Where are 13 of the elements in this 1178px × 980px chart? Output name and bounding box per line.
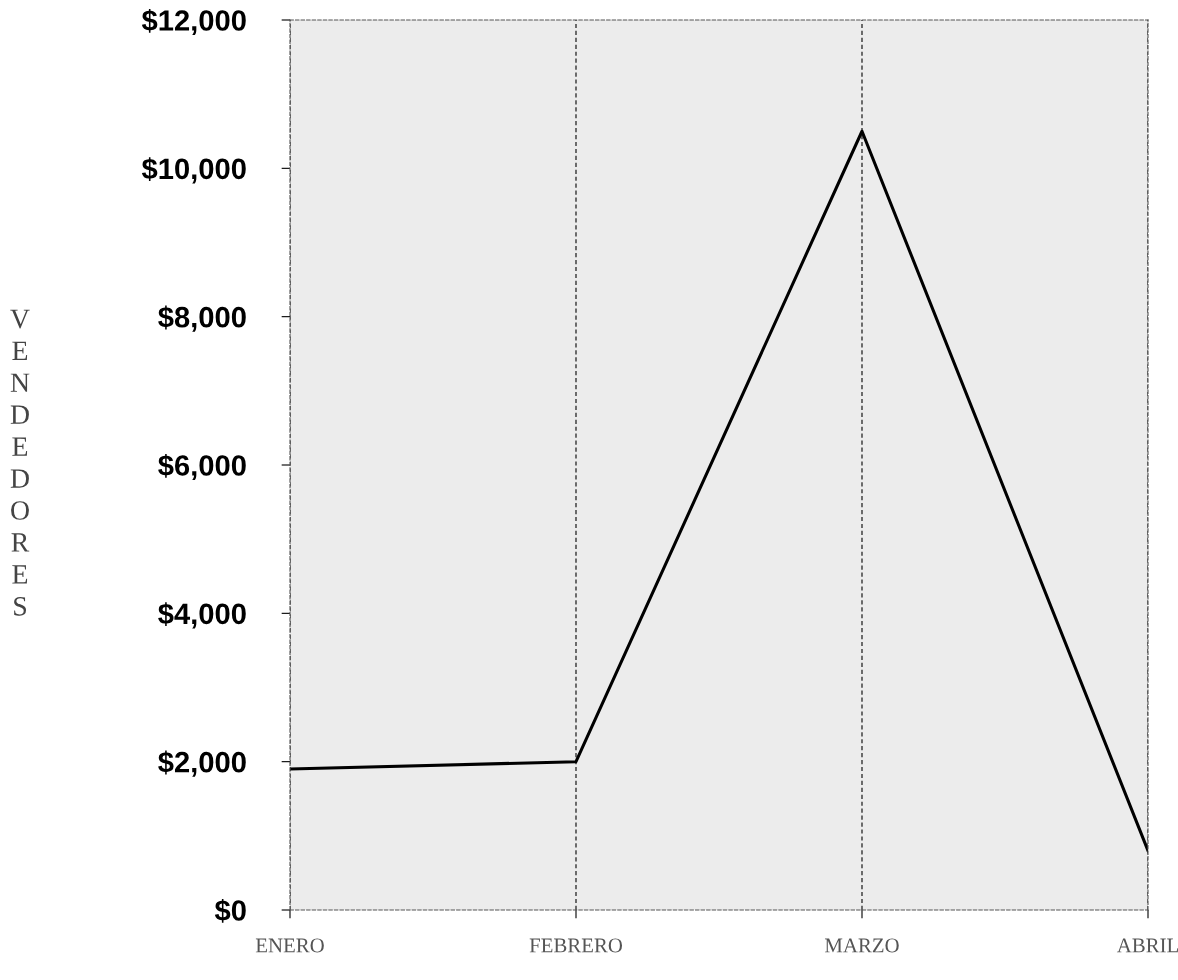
text: VENDEDORES: [10, 309, 30, 616]
line-series: [290, 129, 1148, 853]
y-tick-label: $4,000: [158, 602, 246, 629]
y-tick-label: $12,000: [141, 8, 246, 36]
y-tick-label: $2,000: [158, 750, 246, 777]
x-tick-label: ENERO: [255, 938, 324, 953]
x-tick-label: ABRIL: [1116, 938, 1178, 953]
y-tick-label: $10,000: [141, 157, 246, 184]
y-tick-label: $0: [214, 898, 246, 923]
x-tick-label: MARZO: [824, 938, 899, 953]
y-tick-label: $6,000: [158, 453, 246, 481]
x-tick-label: FEBRERO: [529, 938, 623, 953]
y-tick-label: $8,000: [158, 305, 246, 332]
